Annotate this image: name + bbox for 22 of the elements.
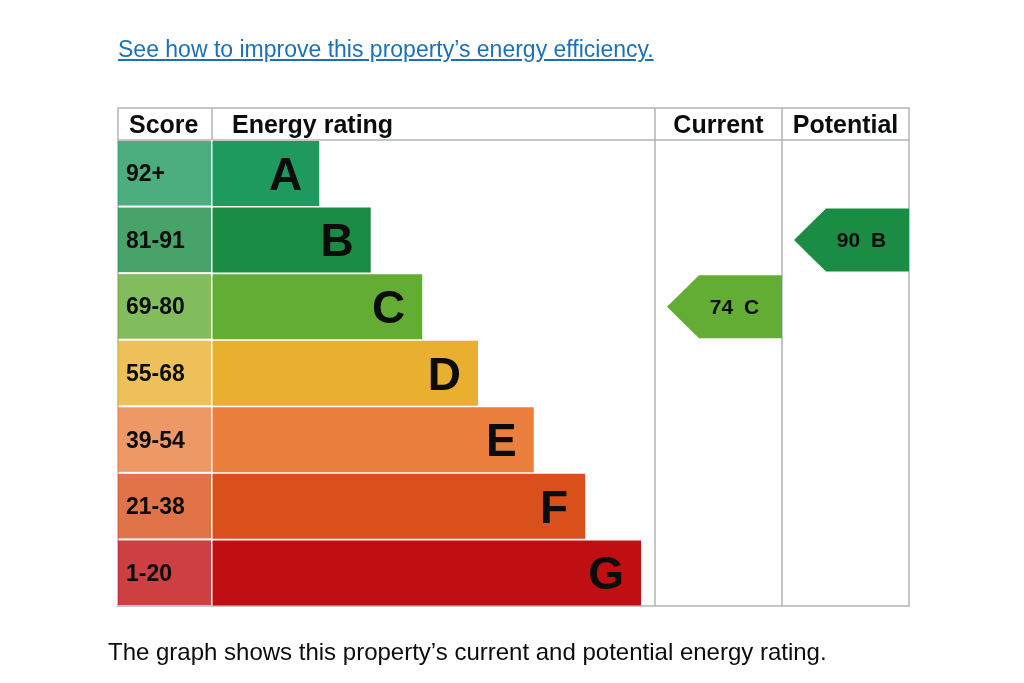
- data-label: 90 B: [836, 228, 887, 252]
- text: The graph shows this property’s current and potential energy rating.: [108, 638, 827, 666]
- data-label: 74 C: [709, 294, 760, 318]
- annotation: B: [320, 214, 354, 267]
- annotation: F: [540, 480, 569, 533]
- annotation: E: [486, 414, 517, 467]
- y-tick-label: 92+: [126, 160, 166, 187]
- x-axis-title: Energy rating: [232, 110, 394, 138]
- y-tick-label: 55-68: [126, 360, 186, 387]
- annotation: D: [427, 347, 461, 400]
- y-tick-label: 69-80: [126, 293, 185, 320]
- annotation: G: [588, 547, 624, 600]
- chart-title: Potential: [792, 110, 899, 138]
- y-tick-label: 81-91: [126, 226, 186, 253]
- annotation: A: [269, 147, 303, 200]
- y-axis-title: Score: [129, 110, 199, 138]
- y-tick-label: 1-20: [126, 559, 173, 586]
- y-tick-label: 39-54: [126, 426, 186, 453]
- y-tick-label: 21-38: [126, 493, 186, 520]
- annotation: C: [371, 280, 406, 333]
- chart-title: Current: [673, 110, 765, 138]
- chart-title: See how to improve this property’s energy efficiency.: [118, 36, 654, 63]
